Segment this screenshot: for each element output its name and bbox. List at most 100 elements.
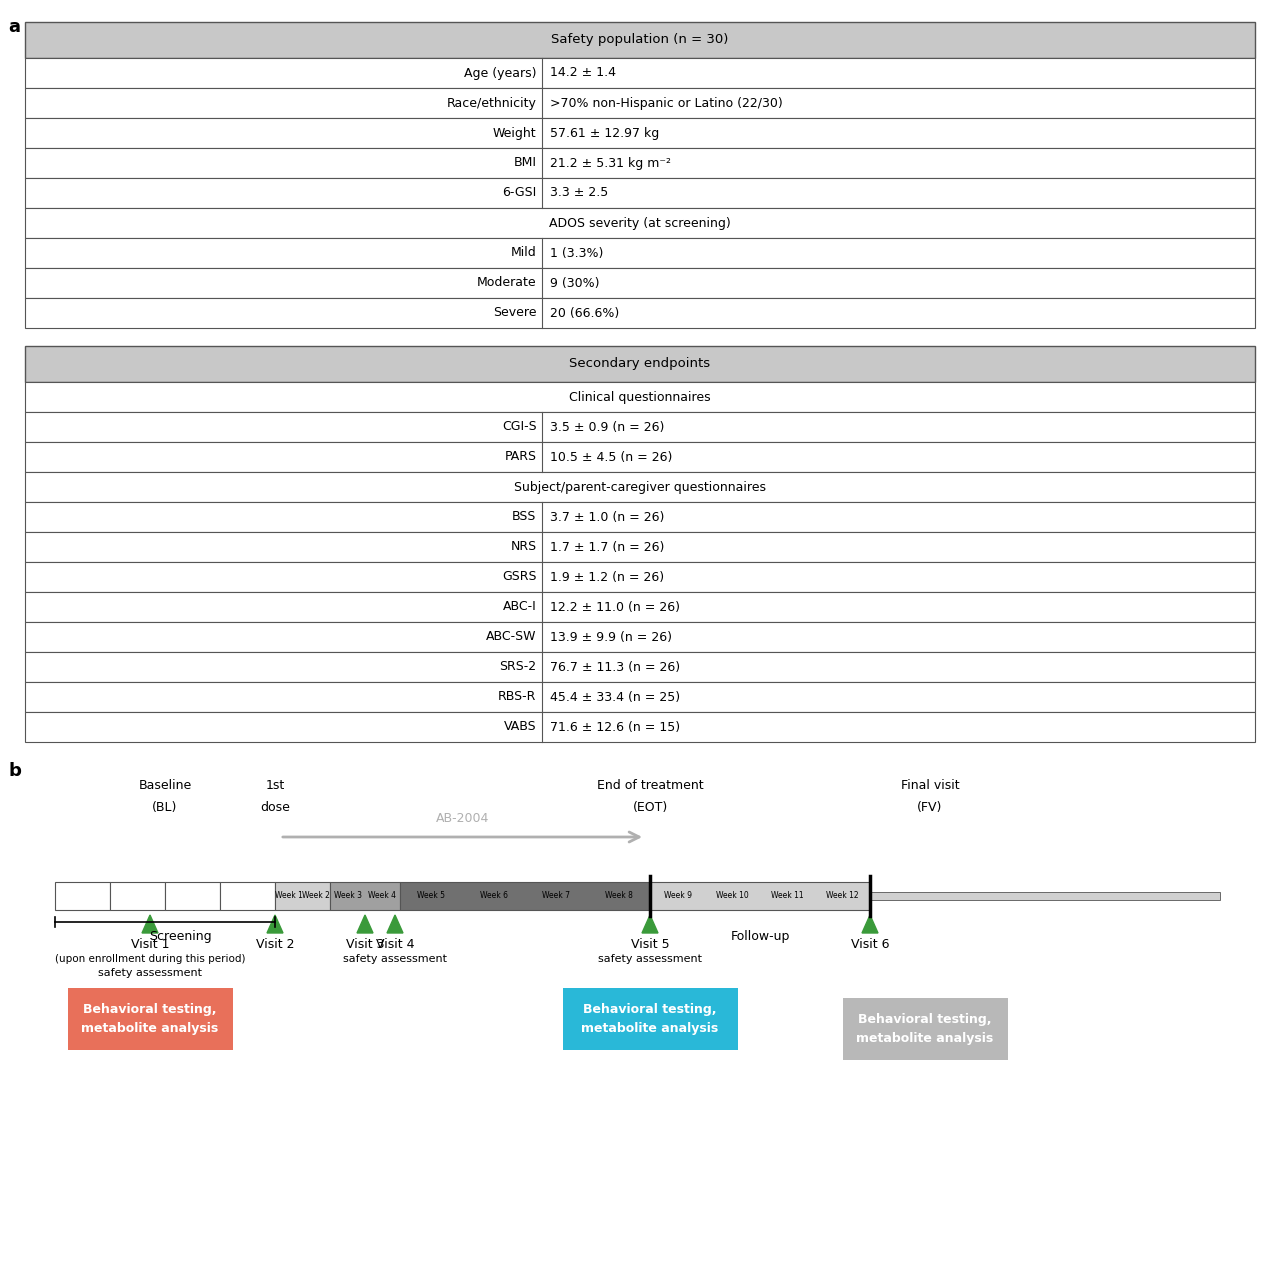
Bar (26, 562, 1254, 592)
Text: Week 8: Week 8 (605, 892, 632, 901)
Bar (26, 178, 1254, 208)
Bar (26, 118, 1254, 149)
Bar (650, 883, 870, 910)
Text: metabolite analysis: metabolite analysis (856, 1031, 993, 1045)
Text: 1.9 ± 1.2 (n = 26): 1.9 ± 1.2 (n = 26) (549, 570, 664, 584)
Text: 1 (3.3%): 1 (3.3%) (549, 246, 603, 260)
Text: dose: dose (260, 801, 291, 813)
Text: Week 1: Week 1 (275, 892, 302, 901)
Bar (26, 442, 1254, 471)
Text: 12.2 ± 11.0 (n = 26): 12.2 ± 11.0 (n = 26) (549, 601, 680, 614)
Text: Week 4: Week 4 (369, 892, 397, 901)
Bar (26, 268, 1254, 298)
Text: Week 6: Week 6 (480, 892, 508, 901)
Bar (55, 883, 110, 910)
Text: End of treatment: End of treatment (596, 779, 703, 792)
Text: (upon enrollment during this period): (upon enrollment during this period) (55, 954, 246, 965)
Polygon shape (142, 915, 157, 933)
Text: Screening: Screening (148, 930, 211, 943)
Text: 10.5 ± 4.5 (n = 26): 10.5 ± 4.5 (n = 26) (549, 451, 672, 464)
Polygon shape (268, 915, 283, 933)
Text: (BL): (BL) (152, 801, 178, 813)
Text: ABC-SW: ABC-SW (486, 630, 536, 643)
Bar (26, 58, 1254, 88)
Text: Secondary endpoints: Secondary endpoints (570, 357, 710, 370)
Text: 71.6 ± 12.6 (n = 15): 71.6 ± 12.6 (n = 15) (549, 720, 680, 734)
Polygon shape (861, 915, 878, 933)
Bar (26, 88, 1254, 118)
Text: Behavioral testing,: Behavioral testing, (584, 1003, 717, 1016)
Bar (26, 532, 1254, 562)
Text: 76.7 ± 11.3 (n = 26): 76.7 ± 11.3 (n = 26) (549, 661, 680, 674)
Text: ADOS severity (at screening): ADOS severity (at screening) (549, 216, 731, 229)
Text: Weight: Weight (493, 127, 536, 140)
Bar (26, 238, 1254, 268)
Text: RBS-R: RBS-R (498, 690, 536, 703)
Text: 1.7 ± 1.7 (n = 26): 1.7 ± 1.7 (n = 26) (549, 541, 664, 553)
Text: >70% non-Hispanic or Latino (22/30): >70% non-Hispanic or Latino (22/30) (549, 96, 782, 109)
Bar (26, 22, 1254, 58)
Text: Age (years): Age (years) (465, 67, 536, 79)
Bar (842, 998, 1007, 1059)
Text: Race/ethnicity: Race/ethnicity (447, 96, 536, 109)
Text: Final visit: Final visit (901, 779, 959, 792)
Bar (110, 883, 165, 910)
Bar (26, 346, 1254, 382)
Bar (26, 712, 1254, 742)
Text: Visit 6: Visit 6 (851, 938, 890, 951)
Text: 57.61 ± 12.97 kg: 57.61 ± 12.97 kg (549, 127, 659, 140)
Text: 13.9 ± 9.9 (n = 26): 13.9 ± 9.9 (n = 26) (549, 630, 672, 643)
Text: 6-GSI: 6-GSI (502, 187, 536, 200)
Text: Behavioral testing,: Behavioral testing, (859, 1013, 992, 1026)
Bar (26, 502, 1254, 532)
Text: AB-2004: AB-2004 (435, 812, 489, 825)
Text: safety assessment: safety assessment (343, 954, 447, 965)
Text: BSS: BSS (512, 511, 536, 524)
Text: 3.7 ± 1.0 (n = 26): 3.7 ± 1.0 (n = 26) (549, 511, 664, 524)
Text: safety assessment: safety assessment (598, 954, 701, 965)
Text: Visit 1: Visit 1 (131, 938, 169, 951)
Text: 9 (30%): 9 (30%) (549, 277, 599, 290)
Text: Baseline: Baseline (138, 779, 192, 792)
Text: ABC-I: ABC-I (503, 601, 536, 614)
Text: Moderate: Moderate (477, 277, 536, 290)
Text: Visit 3: Visit 3 (346, 938, 384, 951)
Text: Behavioral testing,: Behavioral testing, (83, 1003, 216, 1016)
Bar (26, 652, 1254, 681)
Text: Severe: Severe (493, 306, 536, 319)
Bar (26, 382, 1254, 412)
Text: metabolite analysis: metabolite analysis (82, 1022, 219, 1035)
Bar (330, 883, 399, 910)
Bar (165, 883, 220, 910)
Bar (26, 681, 1254, 712)
Text: Subject/parent-caregiver questionnaires: Subject/parent-caregiver questionnaires (515, 480, 765, 493)
Bar (275, 883, 330, 910)
Text: Week 2: Week 2 (302, 892, 330, 901)
Text: 1st: 1st (265, 779, 284, 792)
Text: Clinical questionnaires: Clinical questionnaires (570, 391, 710, 404)
Text: Week 5: Week 5 (417, 892, 445, 901)
Text: Visit 4: Visit 4 (376, 938, 415, 951)
Polygon shape (643, 915, 658, 933)
Text: 21.2 ± 5.31 kg m⁻²: 21.2 ± 5.31 kg m⁻² (549, 156, 671, 169)
Text: Week 9: Week 9 (663, 892, 691, 901)
Bar (26, 298, 1254, 328)
Text: PARS: PARS (504, 451, 536, 464)
Bar (220, 883, 275, 910)
Text: GSRS: GSRS (502, 570, 536, 584)
Text: 45.4 ± 33.4 (n = 25): 45.4 ± 33.4 (n = 25) (549, 690, 680, 703)
Text: 3.5 ± 0.9 (n = 26): 3.5 ± 0.9 (n = 26) (549, 420, 664, 433)
Polygon shape (357, 915, 372, 933)
Text: Visit 2: Visit 2 (256, 938, 294, 951)
Text: Mild: Mild (511, 246, 536, 260)
Text: Visit 5: Visit 5 (631, 938, 669, 951)
Bar (26, 412, 1254, 442)
Text: 20 (66.6%): 20 (66.6%) (549, 306, 618, 319)
Bar (870, 892, 1220, 901)
Text: metabolite analysis: metabolite analysis (581, 1022, 718, 1035)
Text: b: b (8, 762, 20, 780)
Text: 14.2 ± 1.4: 14.2 ± 1.4 (549, 67, 616, 79)
Bar (399, 883, 650, 910)
Text: SRS-2: SRS-2 (499, 661, 536, 674)
Text: Follow-up: Follow-up (731, 930, 790, 943)
